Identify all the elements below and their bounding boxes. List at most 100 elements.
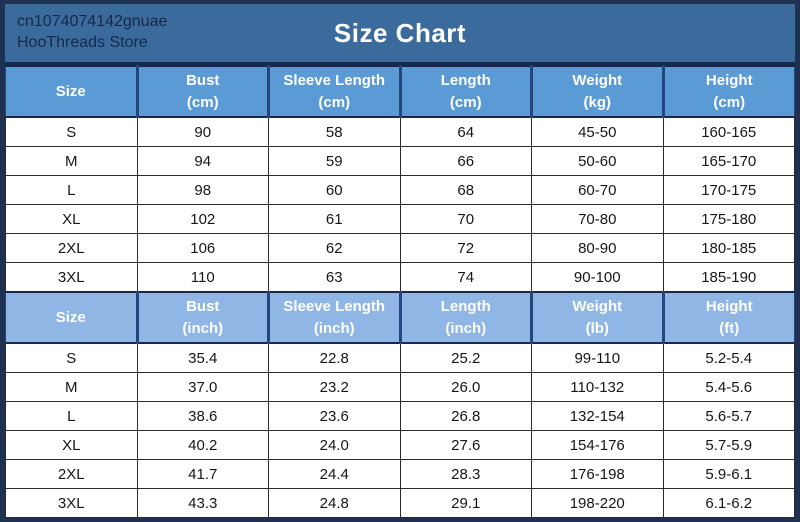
column-label: Size <box>55 308 86 326</box>
table-cell: 5.4-5.6 <box>662 372 795 402</box>
table-cell: 37.0 <box>136 372 269 402</box>
table-cell: 66 <box>399 146 532 176</box>
table-row: M 37.0 23.2 26.0 110-132 5.4-5.6 <box>5 372 795 402</box>
table-cell: 45-50 <box>531 116 664 147</box>
table-cell: L <box>5 401 138 431</box>
table-cell: 175-180 <box>662 204 795 234</box>
column-header: Height (cm) <box>661 65 795 118</box>
header-row: Size Bust (inch) Sleeve Length (inch) Length (… <box>5 291 795 344</box>
column-label: Sleeve Length <box>283 71 386 89</box>
column-unit: (lb) <box>585 319 609 337</box>
table-cell: 29.1 <box>399 488 532 518</box>
table-row: 3XL 110 63 74 90-100 185-190 <box>5 262 795 293</box>
table-row: 2XL 41.7 24.4 28.3 176-198 5.9-6.1 <box>5 459 795 489</box>
column-label: Bust <box>186 297 220 315</box>
table-cell: 40.2 <box>136 430 269 460</box>
table-row: XL 102 61 70 70-80 175-180 <box>5 204 795 234</box>
column-label: Weight <box>572 71 623 89</box>
table-cell: 5.7-5.9 <box>662 430 795 460</box>
table-cell: 132-154 <box>531 401 664 431</box>
table-cell: 160-165 <box>662 116 795 147</box>
column-header: Length (cm) <box>398 65 533 118</box>
table-cell: 6.1-6.2 <box>662 488 795 518</box>
table-cell: 41.7 <box>136 459 269 489</box>
table-cell: S <box>5 116 138 147</box>
table-cell: 35.4 <box>136 342 269 373</box>
table-cell: 170-175 <box>662 175 795 205</box>
table-cell: 102 <box>136 204 269 234</box>
table-cell: 5.9-6.1 <box>662 459 795 489</box>
store-id: cn1074074142gnuae <box>17 13 168 31</box>
column-unit: (cm) <box>449 93 482 111</box>
table-cell: 50-60 <box>531 146 664 176</box>
table-row: 2XL 106 62 72 80-90 180-185 <box>5 233 795 263</box>
table-cell: 60-70 <box>531 175 664 205</box>
table-cell: 90 <box>136 116 269 147</box>
table-row: L 98 60 68 60-70 170-175 <box>5 175 795 205</box>
column-unit: (cm) <box>713 93 746 111</box>
column-header: Bust (inch) <box>135 291 270 344</box>
table-body-cm: S 90 58 64 45-50 160-165 M 94 59 66 50-60 165-170 L 9… <box>5 116 795 293</box>
table-cell: 74 <box>399 262 532 293</box>
table-cell: 94 <box>136 146 269 176</box>
table-cell: 23.2 <box>268 372 401 402</box>
column-label: Size <box>55 82 86 100</box>
table-cell: XL <box>5 430 138 460</box>
table-cell: 165-170 <box>662 146 795 176</box>
table-cell: 154-176 <box>531 430 664 460</box>
table-cell: 26.8 <box>399 401 532 431</box>
table-row: M 94 59 66 50-60 165-170 <box>5 146 795 176</box>
table-cell: 99-110 <box>531 342 664 373</box>
table-cell: 28.3 <box>399 459 532 489</box>
table-cell: 106 <box>136 233 269 263</box>
table-cell: L <box>5 175 138 205</box>
table-row: S 90 58 64 45-50 160-165 <box>5 116 795 147</box>
table-cell: 70 <box>399 204 532 234</box>
table-cell: 24.4 <box>268 459 401 489</box>
store-info: cn1074074142gnuae HooThreads Store <box>5 12 167 54</box>
column-header: Length (inch) <box>398 291 533 344</box>
table-cell: 90-100 <box>531 262 664 293</box>
column-header: Bust (cm) <box>135 65 270 118</box>
table-cell: 26.0 <box>399 372 532 402</box>
column-label: Height <box>705 297 753 315</box>
column-unit: (cm) <box>186 93 219 111</box>
column-unit: (cm) <box>318 93 351 111</box>
column-label: Height <box>705 71 753 89</box>
column-header: Weight (lb) <box>530 291 665 344</box>
table-cell: 24.0 <box>268 430 401 460</box>
table-cell: 68 <box>399 175 532 205</box>
table-cell: 2XL <box>5 233 138 263</box>
table-cell: 5.2-5.4 <box>662 342 795 373</box>
column-unit: (kg) <box>583 93 612 111</box>
table-cell: 2XL <box>5 459 138 489</box>
size-chart-table: Size Bust (cm) Sleeve Length (cm) Length (cm) W… <box>5 65 795 518</box>
column-label: Weight <box>572 297 623 315</box>
column-unit: (inch) <box>182 319 224 337</box>
table-cell: 25.2 <box>399 342 532 373</box>
column-unit: (inch) <box>313 319 355 337</box>
table-cell: 64 <box>399 116 532 147</box>
column-header: Sleeve Length (inch) <box>267 291 402 344</box>
table-cell: 22.8 <box>268 342 401 373</box>
header-section-inch: Size Bust (inch) Sleeve Length (inch) Length (… <box>5 291 795 344</box>
table-cell: 58 <box>268 116 401 147</box>
column-label: Sleeve Length <box>283 297 386 315</box>
table-cell: 27.6 <box>399 430 532 460</box>
column-header: Weight (kg) <box>530 65 665 118</box>
table-cell: 24.8 <box>268 488 401 518</box>
table-row: L 38.6 23.6 26.8 132-154 5.6-5.7 <box>5 401 795 431</box>
column-unit: (ft) <box>719 319 740 337</box>
table-cell: 5.6-5.7 <box>662 401 795 431</box>
table-cell: 110 <box>136 262 269 293</box>
table-cell: 180-185 <box>662 233 795 263</box>
header-row: Size Bust (cm) Sleeve Length (cm) Length (cm) W… <box>5 65 795 118</box>
column-label: Length <box>440 71 491 89</box>
column-header: Height (ft) <box>661 291 795 344</box>
table-cell: 72 <box>399 233 532 263</box>
table-row: S 35.4 22.8 25.2 99-110 5.2-5.4 <box>5 342 795 373</box>
table-cell: 59 <box>268 146 401 176</box>
table-cell: 80-90 <box>531 233 664 263</box>
table-cell: 110-132 <box>531 372 664 402</box>
